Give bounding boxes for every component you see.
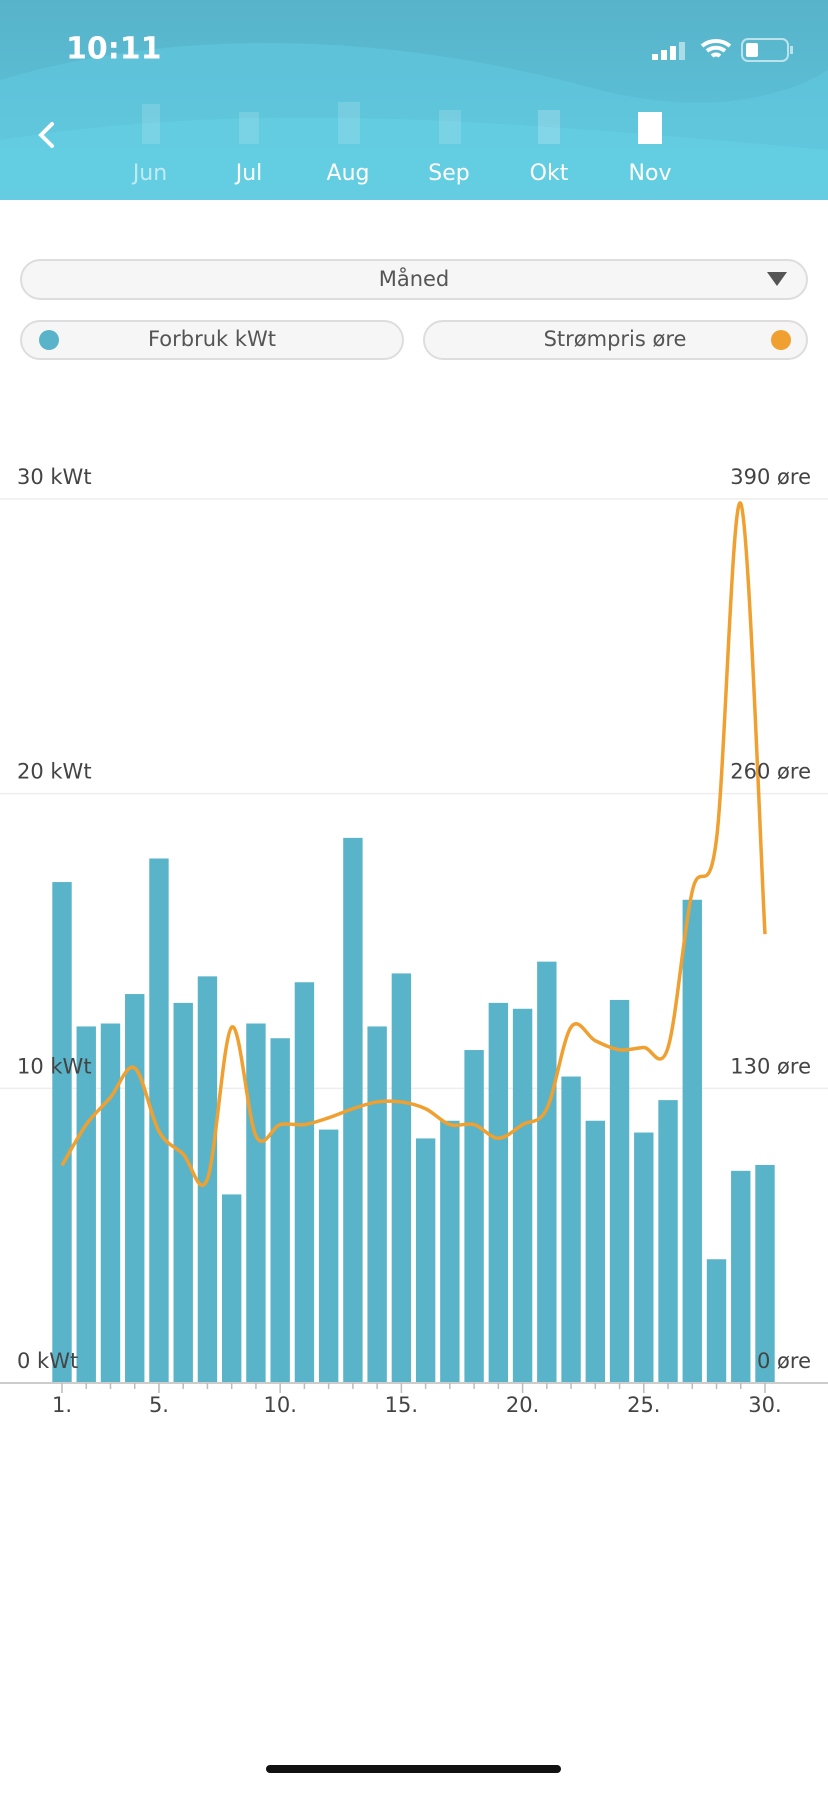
- bar: [585, 1120, 606, 1383]
- wifi-icon: [700, 38, 732, 58]
- bar: [440, 1120, 460, 1383]
- bar: [731, 1170, 751, 1383]
- x-tick-label: 10.: [263, 1393, 296, 1417]
- bar: [537, 961, 557, 1383]
- bar: [125, 994, 145, 1383]
- dropdown-arrow: [767, 272, 787, 286]
- bar: [173, 1002, 193, 1383]
- legend-dot: [39, 330, 59, 350]
- y2-tick-label: 260 øre: [730, 760, 811, 784]
- chart: 1. 5. 10. 15. 20. 25. 30. 0 kWt 10 kWt 20 kWt 30 k…: [0, 465, 828, 1417]
- legend-label[interactable]: Forbruk kWt: [148, 327, 276, 351]
- bar: [658, 1100, 678, 1383]
- month-tab[interactable]: Nov: [629, 161, 672, 186]
- bar: [561, 1076, 581, 1383]
- legend-dot: [771, 330, 791, 350]
- bar: [221, 1194, 242, 1383]
- dropdown-box[interactable]: [20, 259, 808, 300]
- legend-button[interactable]: [20, 320, 404, 360]
- month-tab[interactable]: Jun: [131, 161, 167, 186]
- bar: [52, 882, 72, 1383]
- bar: [318, 1129, 339, 1383]
- bar: [367, 1026, 387, 1383]
- month-tab[interactable]: Aug: [327, 161, 370, 186]
- month-tab[interactable]: Okt: [530, 161, 569, 186]
- x-tick-label: 25.: [627, 1393, 660, 1417]
- battery-icon: [741, 38, 793, 62]
- bar: [415, 1138, 436, 1383]
- month-mini-bars: [142, 102, 662, 144]
- y2-tick-label: 0 øre: [757, 1349, 811, 1373]
- bar: [634, 1132, 654, 1383]
- x-tick-label: 15.: [385, 1393, 418, 1417]
- month-tab[interactable]: Jul: [234, 161, 263, 186]
- back-button[interactable]: [38, 122, 54, 148]
- status-time: 10:11: [66, 32, 162, 67]
- bar: [100, 1023, 121, 1383]
- x-tick-label: 1.: [52, 1393, 72, 1417]
- bar: [391, 973, 412, 1383]
- y-tick-label: 30 kWt: [17, 465, 92, 489]
- month-tab[interactable]: Sep: [428, 161, 469, 186]
- header-wave: [0, 117, 828, 200]
- bar: [682, 899, 702, 1383]
- legend-button[interactable]: [423, 320, 808, 360]
- y-tick-label: 20 kWt: [17, 760, 92, 784]
- bar: [609, 999, 630, 1383]
- bar: [149, 858, 169, 1383]
- price-line: [60, 501, 767, 1188]
- bar: [270, 1038, 290, 1383]
- bar: [76, 1026, 96, 1383]
- bar: [488, 1002, 509, 1383]
- x-tick-label: 30.: [748, 1393, 781, 1417]
- bar: [294, 982, 315, 1383]
- bar: [706, 1259, 727, 1383]
- y2-tick-label: 390 øre: [730, 465, 811, 489]
- bar: [464, 1050, 484, 1383]
- dropdown-label[interactable]: Måned: [379, 266, 450, 291]
- y-tick-label: 10 kWt: [17, 1054, 92, 1078]
- bar: [246, 1023, 266, 1383]
- x-tick-label: 20.: [506, 1393, 539, 1417]
- y-tick-label: 0 kWt: [17, 1349, 78, 1373]
- legend-label[interactable]: Strømpris øre: [544, 327, 687, 351]
- bar: [512, 1008, 533, 1383]
- legend-consumption[interactable]: Forbruk kWt: [20, 320, 404, 360]
- period-dropdown[interactable]: Måned: [20, 259, 808, 300]
- signal-icon: [652, 42, 685, 60]
- bar: [755, 1164, 775, 1383]
- x-tick-label: 5.: [149, 1393, 169, 1417]
- legend-price[interactable]: Strømpris øre: [423, 320, 808, 360]
- y2-tick-label: 130 øre: [730, 1054, 811, 1078]
- home-indicator: [266, 1765, 561, 1773]
